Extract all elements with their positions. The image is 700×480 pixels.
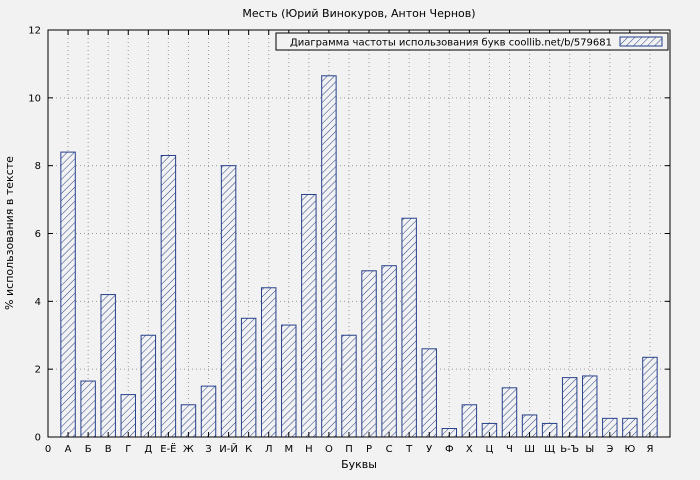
x-tick-label: Л [265, 444, 273, 455]
bar-И-Й [220, 165, 237, 438]
bar-Л [260, 287, 277, 438]
bar-Б [80, 380, 96, 438]
x-tick-label: О [325, 444, 333, 455]
chart-title: Месть (Юрий Винокуров, Антон Чернов) [242, 7, 475, 20]
bar-М [281, 324, 297, 438]
bar-Н [301, 193, 317, 438]
x-tick-label: К [245, 444, 252, 455]
x-tick-label: В [105, 444, 112, 455]
x-tick-label: Э [606, 444, 613, 455]
x-tick-label: И-Й [219, 442, 238, 455]
bar-Т [401, 217, 417, 438]
x-tick-label: Ш [524, 444, 535, 455]
bar-Ы [582, 375, 598, 438]
bar-Г [120, 394, 136, 438]
bar-Ч [501, 387, 518, 438]
x-axis-label: Буквы [341, 458, 377, 471]
x-tick-label: У [426, 444, 432, 455]
x-origin-label: 0 [45, 444, 51, 455]
y-tick-label: 6 [35, 229, 41, 240]
plot-area: 0 2 4 6 8 10 12 0 А Б В Г Д Е-Ё Ж З И-Й К Л М Н О П Р С Т У Ф Х Ц Ч Ш Щ Ь… [28, 26, 671, 455]
x-tick-label: Ю [624, 444, 635, 455]
x-tick-label: Ь-Ъ [560, 444, 579, 455]
y-tick-label: 4 [35, 297, 41, 308]
bar-П [341, 334, 357, 438]
bar-А [60, 151, 76, 438]
x-tick-label: З [205, 444, 211, 455]
x-tick-label: Х [466, 444, 473, 455]
legend-swatch [619, 36, 663, 47]
bar-О [321, 75, 337, 438]
y-tick-label: 12 [28, 26, 41, 37]
x-tick-label: Ы [585, 444, 594, 455]
y-tick-label: 2 [35, 365, 41, 376]
y-tick-label: 0 [35, 433, 41, 444]
bar-С [381, 265, 397, 438]
x-tick-label: Ч [506, 444, 513, 455]
x-tick-label: П [345, 444, 353, 455]
bar-Д [140, 334, 157, 438]
x-tick-label: Е-Ё [160, 442, 176, 455]
x-tick-label: С [386, 444, 393, 455]
bar-Е-Ё [160, 154, 177, 438]
bar-Ь-Ъ [561, 377, 578, 438]
bar-Р [361, 270, 377, 438]
legend-label: Диаграмма частоты использования букв coo… [290, 38, 612, 49]
axes-ticks: 0 2 4 6 8 10 12 0 А Б В Г Д Е-Ё Ж З И-Й К Л М Н О П Р С Т У Ф Х Ц Ч Ш Щ Ь… [28, 26, 670, 455]
y-tick-label: 10 [28, 93, 41, 104]
bars [60, 75, 658, 438]
bar-К [240, 317, 257, 438]
x-tick-label: Т [405, 444, 413, 455]
bar-У [421, 348, 437, 438]
x-tick-label: Д [144, 444, 152, 455]
x-tick-label: Р [366, 444, 372, 455]
bar-В [100, 294, 116, 438]
legend-box [275, 32, 669, 51]
x-tick-label: Щ [544, 444, 555, 455]
x-tick-label: Я [646, 444, 653, 455]
x-tick-label: Ж [183, 444, 194, 455]
x-tick-label: М [284, 444, 293, 455]
y-axis-label: % использования в тексте [3, 156, 16, 310]
x-tick-label: Н [305, 444, 313, 455]
x-tick-label: Г [125, 444, 131, 455]
x-tick-label: А [65, 444, 72, 455]
x-tick-label: Ц [486, 444, 494, 455]
x-tick-label: Б [85, 444, 92, 455]
y-tick-label: 8 [35, 161, 41, 172]
x-tick-label: Ф [445, 444, 454, 455]
bar-Я [642, 356, 658, 438]
bar-З [200, 385, 217, 438]
legend: Диаграмма частоты использования букв coo… [275, 32, 669, 51]
